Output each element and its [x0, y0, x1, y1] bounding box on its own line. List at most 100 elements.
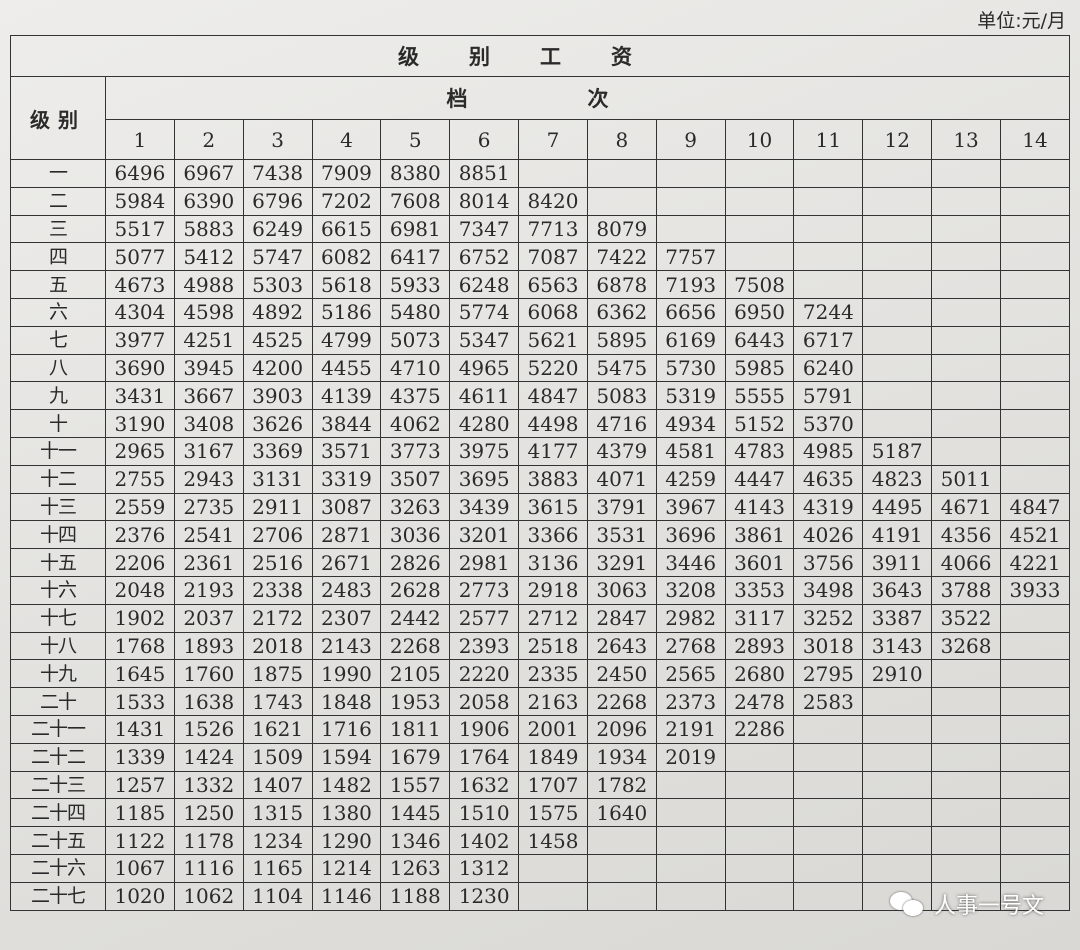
table-row: 二十一 1431 1526 1621 1716 1811 1906 2001 2096 2191 2… — [10, 714, 1071, 744]
salary-cell: 3252 — [793, 603, 864, 633]
salary-cell — [586, 881, 657, 911]
salary-cell: 7508 — [724, 270, 795, 299]
grade-header: 级别 — [10, 76, 106, 160]
salary-cell — [518, 881, 588, 911]
salary-cell: 7422 — [586, 242, 657, 272]
salary-cell: 2268 — [380, 631, 451, 661]
salary-cell: 4892 — [242, 297, 313, 327]
salary-cell: 1990 — [311, 659, 382, 689]
wechat-icon — [889, 890, 926, 918]
salary-cell: 2735 — [173, 492, 244, 522]
salary-cell — [724, 214, 795, 244]
salary-cell: 5730 — [655, 353, 726, 383]
salary-cell: 2143 — [311, 631, 382, 661]
salary-cell: 7909 — [311, 159, 382, 188]
grade-cell: 十二 — [10, 464, 106, 494]
grade-cell: 十四 — [10, 520, 106, 550]
salary-cell: 7347 — [449, 214, 520, 244]
salary-cell — [862, 826, 933, 855]
grade-cell: 二 — [10, 186, 106, 216]
salary-cell: 4062 — [380, 409, 451, 438]
salary-cell: 5517 — [105, 214, 175, 244]
grade-cell: 十八 — [10, 631, 106, 661]
salary-cell — [999, 714, 1071, 744]
salary-cell — [999, 659, 1071, 689]
salary-cell: 4071 — [586, 464, 657, 494]
step-header-cell: 1 — [105, 119, 175, 160]
salary-cell: 1257 — [105, 770, 175, 800]
salary-cell — [862, 159, 933, 188]
salary-cell: 1178 — [173, 826, 244, 855]
salary-cell — [931, 186, 1001, 216]
salary-cell: 1716 — [311, 714, 382, 744]
salary-cell: 4221 — [999, 548, 1071, 577]
salary-cell — [931, 381, 1001, 411]
salary-cell — [862, 297, 933, 327]
salary-cell: 4783 — [724, 436, 795, 466]
salary-cell: 3136 — [518, 548, 588, 577]
salary-cell: 2393 — [449, 631, 520, 661]
salary-cell: 2172 — [242, 603, 313, 633]
table-row: 五 4673 4988 5303 5618 5933 6248 6563 6878 7193 750… — [10, 270, 1071, 299]
salary-cell — [999, 603, 1071, 633]
salary-cell — [793, 159, 864, 188]
step-header-cell: 14 — [999, 119, 1071, 160]
salary-cell: 4611 — [449, 381, 520, 411]
salary-cell: 2191 — [655, 714, 726, 744]
salary-cell — [931, 325, 1001, 355]
salary-cell: 2871 — [311, 520, 382, 550]
salary-cell: 7202 — [311, 186, 382, 216]
salary-cell: 6248 — [449, 270, 520, 299]
salary-cell: 5480 — [380, 297, 451, 327]
salary-cell: 5747 — [242, 242, 313, 272]
salary-cell: 6417 — [380, 242, 451, 272]
salary-cell: 1707 — [518, 770, 588, 800]
salary-cell: 2773 — [449, 575, 520, 605]
table-row: 二十四 1185 1250 1315 1380 1445 1510 1575 1640 — [10, 798, 1071, 828]
salary-cell: 2096 — [586, 714, 657, 744]
grade-cell: 十七 — [10, 603, 106, 633]
step-header-cell: 10 — [724, 119, 795, 160]
grade-cell: 一 — [10, 159, 106, 188]
grade-cell: 七 — [10, 325, 106, 355]
salary-cell: 6563 — [518, 270, 588, 299]
salary-cell: 1533 — [105, 687, 175, 716]
salary-cell: 2768 — [655, 631, 726, 661]
table-row: 二十三 1257 1332 1407 1482 1557 1632 1707 1782 — [10, 770, 1071, 800]
step-header-cell: 13 — [931, 119, 1001, 160]
salary-cell: 3268 — [931, 631, 1001, 661]
salary-cell: 2643 — [586, 631, 657, 661]
salary-cell: 2483 — [311, 575, 382, 605]
salary-cell: 3446 — [655, 548, 726, 577]
step-header-cell: 5 — [380, 119, 451, 160]
salary-cell: 4799 — [311, 325, 382, 355]
salary-cell: 1116 — [173, 853, 244, 883]
grade-cell: 十九 — [10, 659, 106, 689]
salary-cell: 4177 — [518, 436, 588, 466]
salary-cell: 3201 — [449, 520, 520, 550]
salary-cell: 1188 — [380, 881, 451, 911]
salary-cell: 1640 — [586, 798, 657, 828]
salary-cell: 6950 — [724, 297, 795, 327]
salary-cell: 4447 — [724, 464, 795, 494]
salary-cell: 2965 — [105, 436, 175, 466]
salary-cell: 2943 — [173, 464, 244, 494]
salary-cell: 2671 — [311, 548, 382, 577]
salary-cell: 1575 — [518, 798, 588, 828]
salary-cell — [655, 853, 726, 883]
salary-cell — [931, 714, 1001, 744]
salary-cell: 3291 — [586, 548, 657, 577]
salary-cell — [793, 798, 864, 828]
salary-cell: 4847 — [999, 492, 1071, 522]
salary-cell — [999, 270, 1071, 299]
watermark: 人事一号文 — [889, 888, 1044, 920]
salary-cell: 3167 — [173, 436, 244, 466]
salary-cell: 6981 — [380, 214, 451, 244]
salary-cell: 7713 — [518, 214, 588, 244]
salary-cell: 5933 — [380, 270, 451, 299]
salary-cell — [999, 798, 1071, 828]
salary-cell: 4965 — [449, 353, 520, 383]
salary-cell: 1458 — [518, 826, 588, 855]
salary-cell: 3571 — [311, 436, 382, 466]
salary-cell: 3696 — [655, 520, 726, 550]
